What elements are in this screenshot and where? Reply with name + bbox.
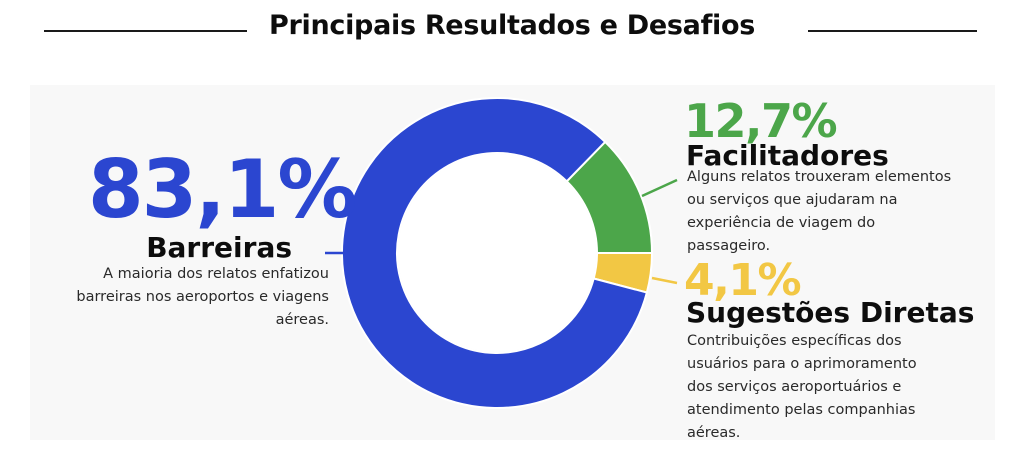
sugestoes-title: Sugestões Diretas xyxy=(686,296,975,329)
sugestoes-description-line: atendimento pelas companhias xyxy=(687,402,916,418)
facilitadores-description-line: Alguns relatos trouxeram elementos xyxy=(687,169,952,185)
barreiras-title: Barreiras xyxy=(146,231,292,264)
sugestoes-percent: 4,1% xyxy=(684,255,802,306)
facilitadores-description-line: passageiro. xyxy=(687,238,771,254)
facilitadores-description: Alguns relatos trouxeram elementos ou se… xyxy=(687,166,951,258)
sugestoes-description-line: Contribuições específicas dos xyxy=(687,333,902,349)
sugestoes-description-line: aéreas. xyxy=(687,425,741,441)
sugestoes-description-line: dos serviços aeroportuários e xyxy=(687,379,902,395)
barreiras-description-line: barreiras nos aeroportos e viagens xyxy=(76,289,329,305)
leader-line-sugestoes xyxy=(651,276,678,285)
title-rule-left xyxy=(44,30,247,32)
sugestoes-description: Contribuições específicas dos usuários p… xyxy=(687,330,917,445)
facilitadores-description-line: ou serviços que ajudaram na xyxy=(687,192,898,208)
facilitadores-title: Facilitadores xyxy=(686,139,889,172)
facilitadores-description-line: experiência de viagem do xyxy=(687,215,876,231)
sugestoes-description-line: usuários para o aprimoramento xyxy=(687,356,917,372)
donut-segment-barreiras xyxy=(341,97,649,409)
barreiras-description: A maioria dos relatos enfatizou barreira… xyxy=(76,263,329,332)
leader-line-facilitadores xyxy=(641,178,678,198)
title-rule-right xyxy=(808,30,977,32)
barreiras-percent: 83,1% xyxy=(88,143,358,236)
barreiras-description-line: A maioria dos relatos enfatizou xyxy=(103,266,329,282)
facilitadores-percent: 12,7% xyxy=(684,94,838,148)
barreiras-description-line: aéreas. xyxy=(275,312,329,328)
page-title: Principais Resultados e Desafios xyxy=(269,10,755,41)
donut-hole xyxy=(398,154,596,352)
